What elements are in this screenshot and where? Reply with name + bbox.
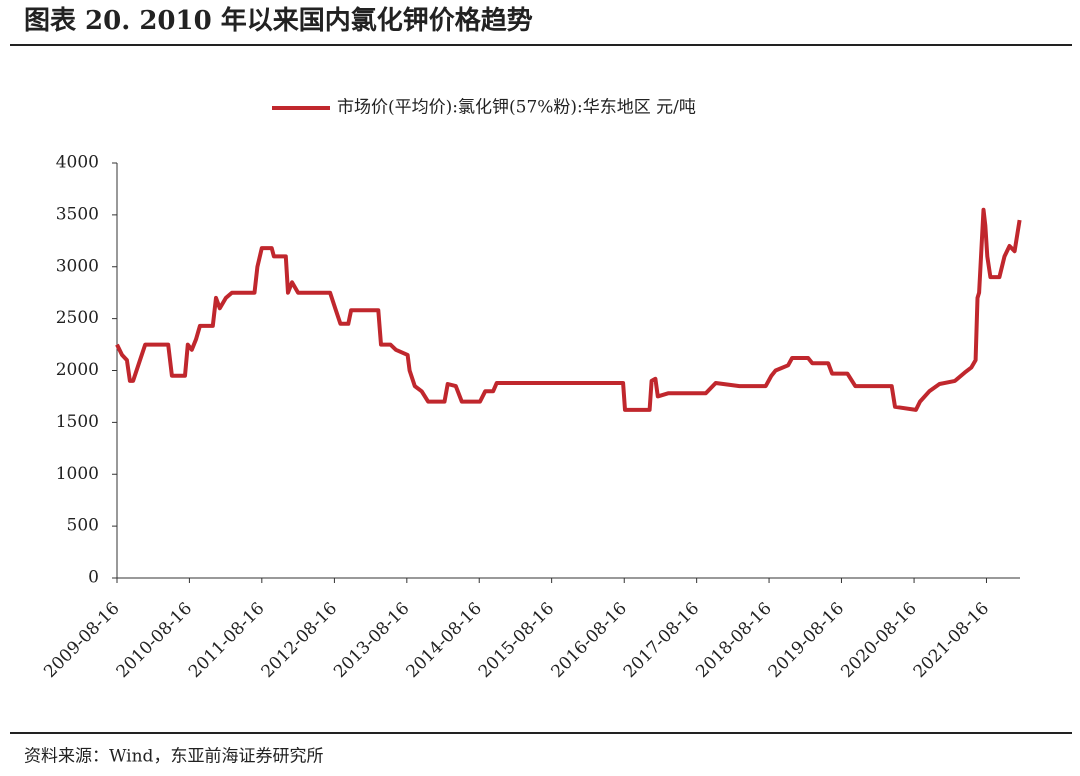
x-tick-label: 2021-08-16 xyxy=(910,599,993,682)
x-tick-label: 2018-08-16 xyxy=(692,599,775,682)
x-tick-label: 2016-08-16 xyxy=(548,599,631,682)
x-tick-label: 2014-08-16 xyxy=(402,599,485,682)
y-tick-label: 3500 xyxy=(56,204,99,224)
legend-label: 市场价(平均价):氯化钾(57%粉):华东地区 元/吨 xyxy=(337,98,696,118)
x-tick-label: 2012-08-16 xyxy=(258,599,341,682)
y-tick-label: 4000 xyxy=(56,153,99,173)
x-tick-label: 2017-08-16 xyxy=(620,599,703,682)
x-tick-label: 2013-08-16 xyxy=(330,599,413,682)
x-tick-label: 2011-08-16 xyxy=(185,599,268,682)
y-tick-label: 2500 xyxy=(56,308,99,328)
y-tick-label: 2000 xyxy=(56,360,99,380)
x-tick-label: 2009-08-16 xyxy=(40,599,123,682)
source: 资料来源：Wind，东亚前海证券研究所 xyxy=(24,747,323,767)
x-tick-label: 2019-08-16 xyxy=(765,599,848,682)
y-tick-label: 3000 xyxy=(56,256,99,276)
x-tick-label: 2010-08-16 xyxy=(113,599,196,682)
x-tick-label: 2020-08-16 xyxy=(837,599,920,682)
y-tick-label: 500 xyxy=(67,516,99,536)
y-tick-label: 1500 xyxy=(56,412,99,432)
chart-title: 图表 20. 2010 年以来国内氯化钾价格趋势 xyxy=(24,5,533,36)
y-tick-label: 1000 xyxy=(56,464,99,484)
x-tick-label: 2015-08-16 xyxy=(475,599,558,682)
y-tick-label: 0 xyxy=(88,568,99,588)
line-series xyxy=(115,207,1022,412)
